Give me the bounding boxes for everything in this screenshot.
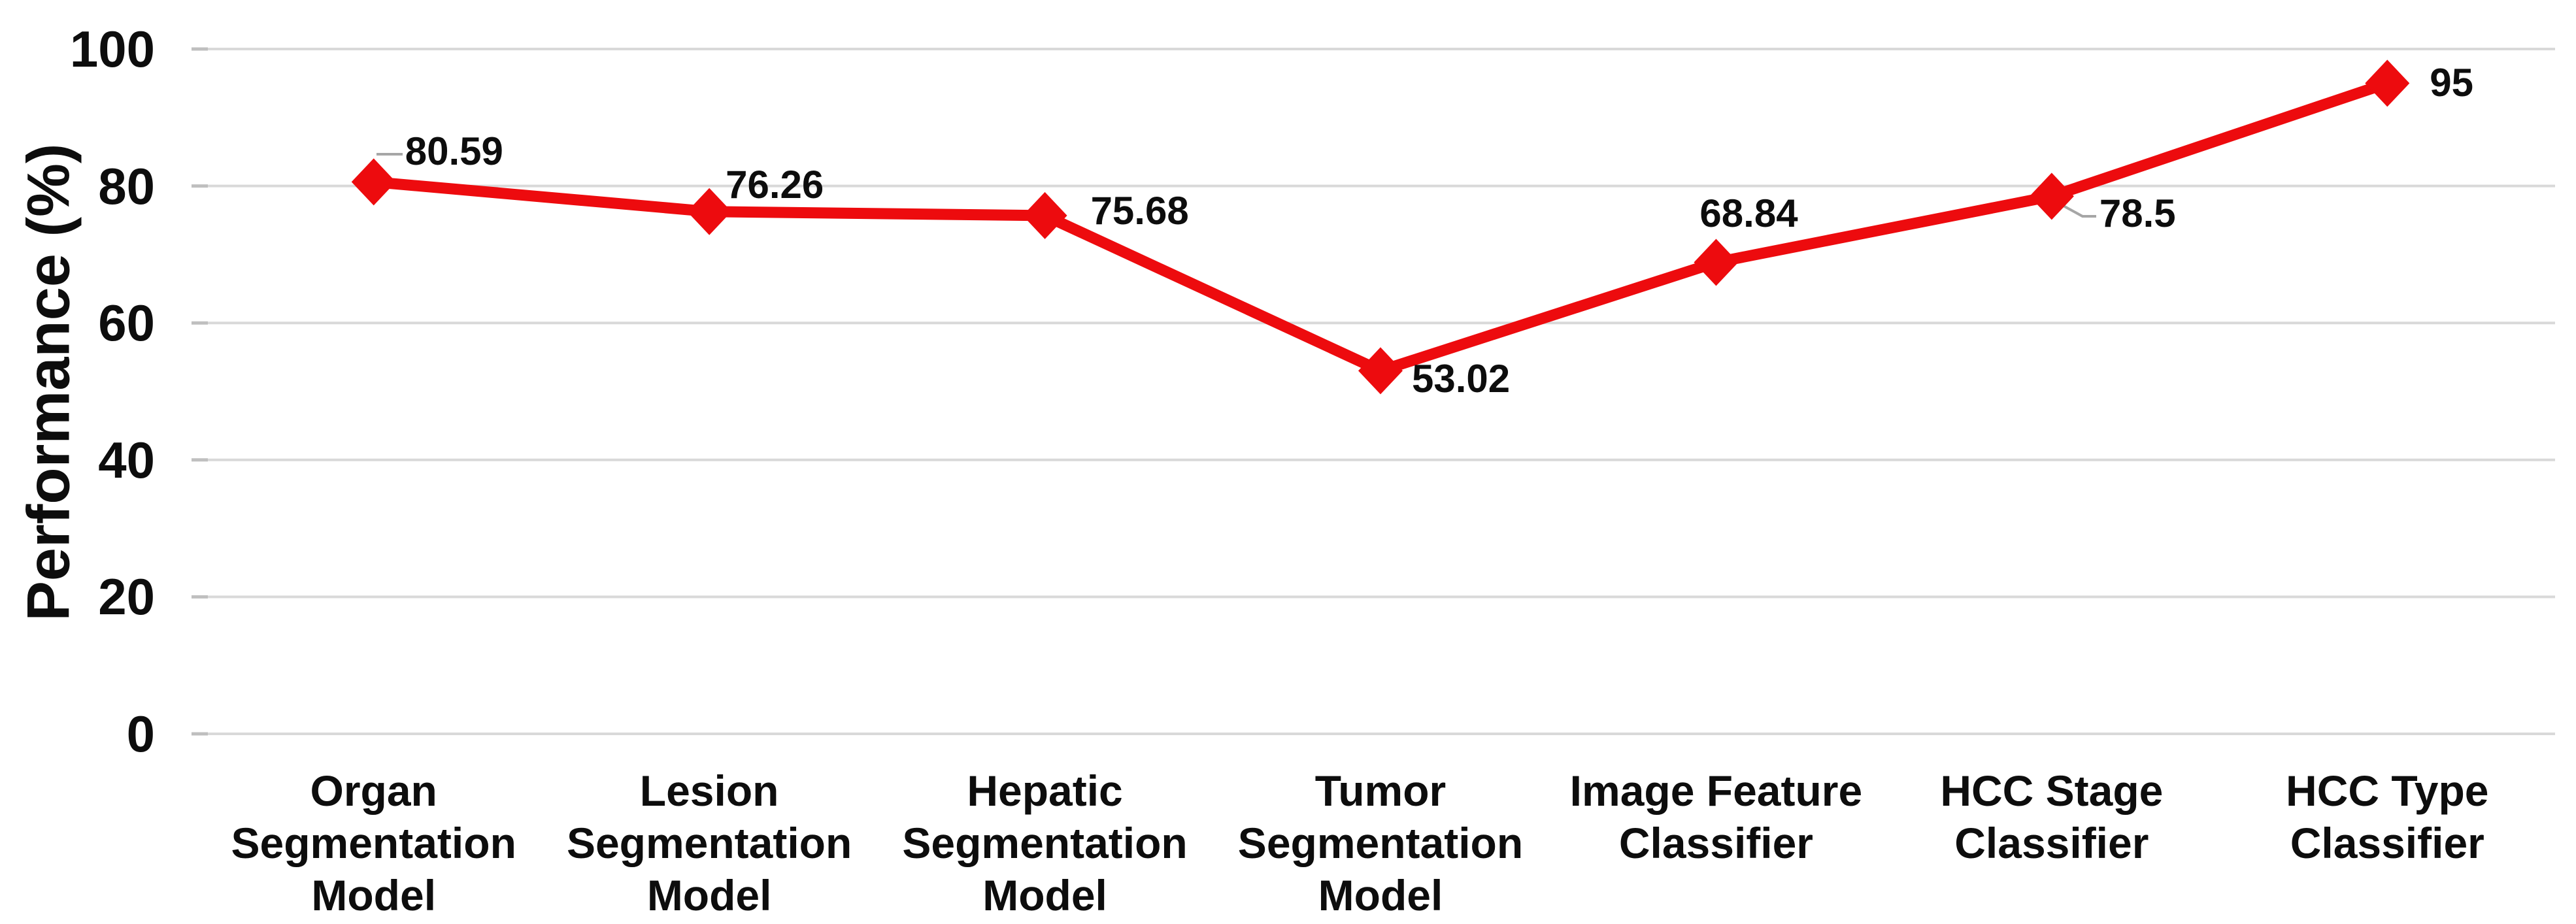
data-label-leader-line xyxy=(2062,204,2096,218)
x-category-label: Image Feature Classifier xyxy=(1569,767,1863,867)
y-tick-label: 60 xyxy=(98,294,155,352)
y-tick-label: 40 xyxy=(98,431,155,489)
x-category-label: Tumor Segmentation Model xyxy=(1237,767,1524,919)
x-category-label: Organ Segmentation Model xyxy=(231,767,516,919)
y-tick-label: 20 xyxy=(98,568,155,626)
data-label: 78.5 xyxy=(2099,191,2176,236)
data-point-marker xyxy=(687,188,732,235)
data-point-marker xyxy=(1022,191,1067,239)
data-label: 68.84 xyxy=(1699,191,1798,235)
data-point-marker xyxy=(2365,59,2410,107)
x-category-label: HCC Type Classifier xyxy=(2286,767,2489,867)
data-point-marker xyxy=(1694,239,1739,286)
y-tick-label: 0 xyxy=(126,705,155,763)
data-label: 76.26 xyxy=(726,162,824,206)
data-point-marker xyxy=(1358,347,1403,395)
series-line xyxy=(368,77,2393,376)
data-point-marker xyxy=(351,158,396,206)
x-category-label: HCC Stage Classifier xyxy=(1940,767,2164,867)
x-category-label: Lesion Segmentation Model xyxy=(566,767,852,919)
data-label: 53.02 xyxy=(1412,357,1511,401)
data-label: 95 xyxy=(2430,61,2474,105)
data-label: 80.59 xyxy=(405,129,503,174)
x-category-label: Hepatic Segmentation Model xyxy=(902,767,1188,919)
data-label: 75.68 xyxy=(1090,188,1189,233)
data-point-marker xyxy=(2029,173,2074,220)
y-tick-label: 100 xyxy=(69,20,155,78)
y-tick-label: 80 xyxy=(98,157,155,215)
